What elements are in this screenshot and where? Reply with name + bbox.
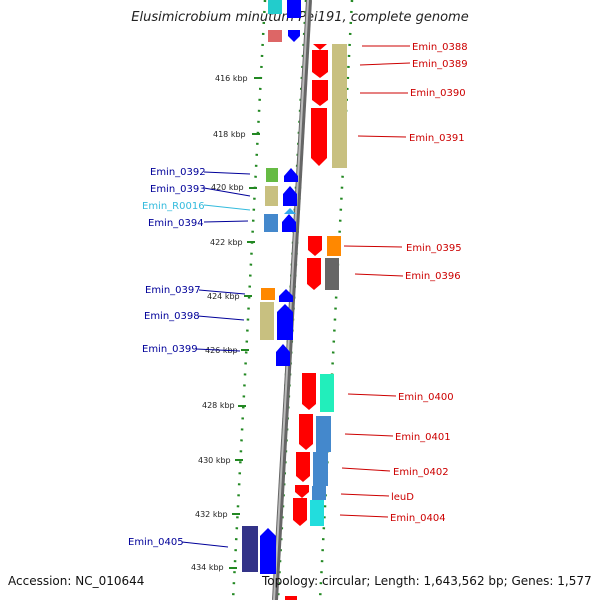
- tick-label: 434 kbp: [191, 563, 224, 572]
- gene-label: Emin_R0016: [142, 201, 205, 212]
- gene-emin-0397: [279, 289, 293, 302]
- gene-emin-0391: [311, 108, 327, 166]
- tick-label: 416 kbp: [215, 74, 248, 83]
- gene-label: Emin_0401: [395, 432, 451, 443]
- gene-emin-0392-block: [266, 168, 278, 182]
- gene-emin-0401: [299, 414, 313, 450]
- tick-label: 418 kbp: [213, 130, 246, 139]
- gene-label: Emin_0399: [142, 344, 198, 355]
- tick-labels: 416 kbp 418 kbp 420 kbp 422 kbp 424 kbp …: [191, 74, 248, 572]
- gene-emin-0388: [313, 44, 327, 50]
- tick-label: 432 kbp: [195, 510, 228, 519]
- gene-label: Emin_0397: [145, 285, 201, 296]
- gene-emin-0405-block: [242, 526, 258, 572]
- gene-emin-0399: [276, 344, 290, 366]
- gene-label: Emin_0395: [406, 243, 462, 254]
- topology-text: Topology: circular; Length: 1,643,562 bp…: [262, 574, 592, 588]
- gene-emin-0405: [260, 528, 276, 574]
- gene-label: Emin_0402: [393, 467, 449, 478]
- gene-emin-0402: [296, 452, 310, 482]
- gene-emin-0393: [283, 186, 297, 206]
- gene-emin-0394-block: [264, 214, 278, 232]
- left-gene-labels: Emin_0392 Emin_0393 Emin_R0016 Emin_0394…: [128, 167, 206, 548]
- tick-marks: [229, 77, 262, 569]
- gene-leud: [295, 485, 309, 498]
- accession-text: Accession: NC_010644: [8, 574, 145, 588]
- gene-emin-0390-block: [332, 44, 347, 168]
- gene-emin-0398: [277, 304, 293, 340]
- gene-emin-0404: [293, 498, 307, 526]
- gene-emin-0398-block: [260, 302, 274, 340]
- reverse-genes: [242, 168, 298, 574]
- gene-label: Emin_0405: [128, 537, 184, 548]
- gene-label: leuD: [391, 492, 414, 503]
- gene-label: Emin_0396: [405, 271, 461, 282]
- gene-label: Emin_0398: [144, 311, 200, 322]
- left-leader-lines: [181, 171, 251, 548]
- partial-genes-top: [268, 0, 301, 42]
- gene-emin-0389: [312, 50, 328, 78]
- gene-emin-0400: [302, 373, 316, 410]
- gene-emin-0395: [308, 236, 322, 256]
- gene-label: Emin_0390: [410, 88, 466, 99]
- gene-label: Emin_0400: [398, 392, 454, 403]
- gene-label: Emin_0388: [412, 42, 468, 53]
- right-leader-lines: [339, 45, 411, 518]
- gene-emin-0392: [284, 168, 298, 182]
- gene-label: Emin_0404: [390, 513, 446, 524]
- gene-label: Emin_0389: [412, 59, 468, 70]
- forward-genes: [285, 44, 347, 600]
- tick-label: 422 kbp: [210, 238, 243, 247]
- gene-label: Emin_0394: [148, 218, 204, 229]
- gene-label: Emin_0391: [409, 133, 465, 144]
- tick-label: 430 kbp: [198, 456, 231, 465]
- gene-emin-0396: [307, 258, 321, 290]
- tick-label: 420 kbp: [211, 183, 244, 192]
- gene-emin-r0016: [284, 208, 296, 214]
- tick-label: 428 kbp: [202, 401, 235, 410]
- tick-label: 424 kbp: [207, 292, 240, 301]
- gene-emin-0394: [282, 214, 296, 232]
- right-gene-labels: Emin_0388 Emin_0389 Emin_0390 Emin_0391 …: [390, 42, 468, 524]
- gene-emin-0393-block: [265, 186, 278, 206]
- gene-label: Emin_0393: [150, 184, 206, 195]
- gene-label: Emin_0392: [150, 167, 206, 178]
- gene-emin-0390: [312, 80, 328, 106]
